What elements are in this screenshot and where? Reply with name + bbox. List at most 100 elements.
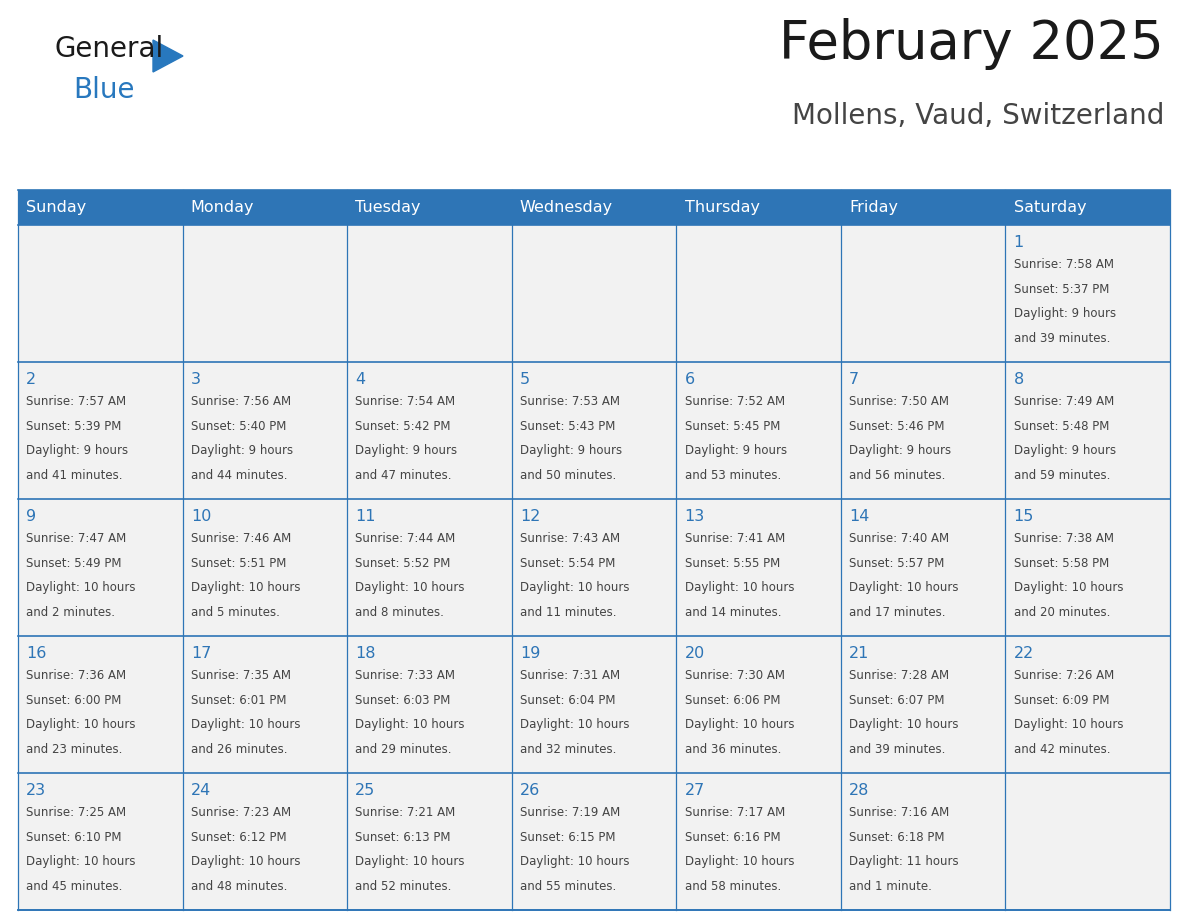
Text: and 50 minutes.: and 50 minutes. <box>520 469 617 482</box>
Text: Daylight: 10 hours: Daylight: 10 hours <box>849 581 959 594</box>
Text: Sunset: 5:40 PM: Sunset: 5:40 PM <box>191 420 286 432</box>
Text: 4: 4 <box>355 372 366 386</box>
Text: Sunrise: 7:31 AM: Sunrise: 7:31 AM <box>520 669 620 682</box>
Text: Sunset: 5:49 PM: Sunset: 5:49 PM <box>26 556 121 569</box>
Text: 14: 14 <box>849 509 870 523</box>
Text: Daylight: 10 hours: Daylight: 10 hours <box>520 581 630 594</box>
Text: Sunset: 5:46 PM: Sunset: 5:46 PM <box>849 420 944 432</box>
Text: and 1 minute.: and 1 minute. <box>849 879 931 893</box>
Text: 1: 1 <box>1013 235 1024 250</box>
Text: Sunrise: 7:28 AM: Sunrise: 7:28 AM <box>849 669 949 682</box>
Text: Sunrise: 7:53 AM: Sunrise: 7:53 AM <box>520 395 620 408</box>
Text: and 26 minutes.: and 26 minutes. <box>191 743 287 756</box>
Text: February 2025: February 2025 <box>779 17 1164 70</box>
Text: Daylight: 9 hours: Daylight: 9 hours <box>520 444 623 457</box>
Text: Sunset: 6:09 PM: Sunset: 6:09 PM <box>1013 693 1110 707</box>
Text: Sunset: 6:16 PM: Sunset: 6:16 PM <box>684 831 781 844</box>
Text: Daylight: 10 hours: Daylight: 10 hours <box>26 718 135 732</box>
Text: 11: 11 <box>355 509 375 523</box>
Text: 2: 2 <box>26 372 37 386</box>
Text: Daylight: 10 hours: Daylight: 10 hours <box>355 718 465 732</box>
Text: Sunrise: 7:46 AM: Sunrise: 7:46 AM <box>191 532 291 545</box>
Text: Mollens, Vaud, Switzerland: Mollens, Vaud, Switzerland <box>792 103 1164 130</box>
Text: Daylight: 9 hours: Daylight: 9 hours <box>191 444 293 457</box>
Text: 27: 27 <box>684 782 704 798</box>
Text: Daylight: 10 hours: Daylight: 10 hours <box>355 856 465 868</box>
Text: Daylight: 10 hours: Daylight: 10 hours <box>684 856 794 868</box>
Text: Daylight: 10 hours: Daylight: 10 hours <box>26 581 135 594</box>
Text: 20: 20 <box>684 645 704 661</box>
Text: Sunset: 6:18 PM: Sunset: 6:18 PM <box>849 831 944 844</box>
Text: 9: 9 <box>26 509 37 523</box>
Text: Sunrise: 7:40 AM: Sunrise: 7:40 AM <box>849 532 949 545</box>
Text: 19: 19 <box>520 645 541 661</box>
Text: Daylight: 10 hours: Daylight: 10 hours <box>191 718 301 732</box>
Text: and 44 minutes.: and 44 minutes. <box>191 469 287 482</box>
Text: Sunrise: 7:56 AM: Sunrise: 7:56 AM <box>191 395 291 408</box>
Text: Sunset: 6:10 PM: Sunset: 6:10 PM <box>26 831 121 844</box>
Text: General: General <box>55 35 164 63</box>
Text: Sunset: 5:54 PM: Sunset: 5:54 PM <box>520 556 615 569</box>
Text: and 39 minutes.: and 39 minutes. <box>1013 332 1110 345</box>
Text: Sunset: 5:42 PM: Sunset: 5:42 PM <box>355 420 451 432</box>
Text: Daylight: 10 hours: Daylight: 10 hours <box>1013 581 1123 594</box>
Text: Monday: Monday <box>191 200 254 215</box>
Text: Sunset: 6:00 PM: Sunset: 6:00 PM <box>26 693 121 707</box>
Text: Sunset: 6:06 PM: Sunset: 6:06 PM <box>684 693 781 707</box>
Text: Sunrise: 7:49 AM: Sunrise: 7:49 AM <box>1013 395 1114 408</box>
Text: and 55 minutes.: and 55 minutes. <box>520 879 617 893</box>
Text: Sunset: 6:04 PM: Sunset: 6:04 PM <box>520 693 615 707</box>
Text: Daylight: 10 hours: Daylight: 10 hours <box>1013 718 1123 732</box>
Text: 10: 10 <box>191 509 211 523</box>
Text: and 36 minutes.: and 36 minutes. <box>684 743 781 756</box>
Text: Sunset: 6:15 PM: Sunset: 6:15 PM <box>520 831 615 844</box>
Text: and 8 minutes.: and 8 minutes. <box>355 606 444 619</box>
Text: Sunset: 5:37 PM: Sunset: 5:37 PM <box>1013 283 1110 296</box>
Text: and 52 minutes.: and 52 minutes. <box>355 879 451 893</box>
Text: Sunrise: 7:36 AM: Sunrise: 7:36 AM <box>26 669 126 682</box>
Text: 12: 12 <box>520 509 541 523</box>
Text: Sunset: 5:55 PM: Sunset: 5:55 PM <box>684 556 779 569</box>
Text: Sunset: 6:12 PM: Sunset: 6:12 PM <box>191 831 286 844</box>
Text: Daylight: 10 hours: Daylight: 10 hours <box>849 718 959 732</box>
Text: Daylight: 10 hours: Daylight: 10 hours <box>26 856 135 868</box>
Text: Daylight: 9 hours: Daylight: 9 hours <box>26 444 128 457</box>
Text: Sunrise: 7:21 AM: Sunrise: 7:21 AM <box>355 806 456 819</box>
Text: Sunset: 5:58 PM: Sunset: 5:58 PM <box>1013 556 1108 569</box>
Text: 23: 23 <box>26 782 46 798</box>
Text: Sunrise: 7:38 AM: Sunrise: 7:38 AM <box>1013 532 1113 545</box>
Text: Daylight: 9 hours: Daylight: 9 hours <box>684 444 786 457</box>
Text: Sunrise: 7:43 AM: Sunrise: 7:43 AM <box>520 532 620 545</box>
Text: 25: 25 <box>355 782 375 798</box>
Text: Sunrise: 7:25 AM: Sunrise: 7:25 AM <box>26 806 126 819</box>
Text: and 41 minutes.: and 41 minutes. <box>26 469 122 482</box>
Text: and 42 minutes.: and 42 minutes. <box>1013 743 1110 756</box>
Text: Sunset: 6:01 PM: Sunset: 6:01 PM <box>191 693 286 707</box>
Text: and 11 minutes.: and 11 minutes. <box>520 606 617 619</box>
Text: Daylight: 10 hours: Daylight: 10 hours <box>684 718 794 732</box>
Text: Blue: Blue <box>72 76 134 104</box>
Text: Daylight: 10 hours: Daylight: 10 hours <box>355 581 465 594</box>
Text: and 47 minutes.: and 47 minutes. <box>355 469 451 482</box>
Text: 28: 28 <box>849 782 870 798</box>
Text: Daylight: 10 hours: Daylight: 10 hours <box>684 581 794 594</box>
Text: Sunrise: 7:47 AM: Sunrise: 7:47 AM <box>26 532 126 545</box>
Text: Sunset: 5:39 PM: Sunset: 5:39 PM <box>26 420 121 432</box>
Text: and 58 minutes.: and 58 minutes. <box>684 879 781 893</box>
Text: Sunset: 5:48 PM: Sunset: 5:48 PM <box>1013 420 1110 432</box>
Text: Sunrise: 7:44 AM: Sunrise: 7:44 AM <box>355 532 456 545</box>
Text: and 2 minutes.: and 2 minutes. <box>26 606 115 619</box>
Text: Daylight: 10 hours: Daylight: 10 hours <box>520 718 630 732</box>
Text: Daylight: 9 hours: Daylight: 9 hours <box>1013 444 1116 457</box>
Text: and 59 minutes.: and 59 minutes. <box>1013 469 1110 482</box>
Text: Sunrise: 7:17 AM: Sunrise: 7:17 AM <box>684 806 785 819</box>
Text: 3: 3 <box>191 372 201 386</box>
Text: Saturday: Saturday <box>1013 200 1086 215</box>
Text: and 45 minutes.: and 45 minutes. <box>26 879 122 893</box>
Text: 16: 16 <box>26 645 46 661</box>
Text: Sunrise: 7:41 AM: Sunrise: 7:41 AM <box>684 532 785 545</box>
Text: and 17 minutes.: and 17 minutes. <box>849 606 946 619</box>
Text: 26: 26 <box>520 782 541 798</box>
Text: Friday: Friday <box>849 200 898 215</box>
Text: Sunrise: 7:19 AM: Sunrise: 7:19 AM <box>520 806 620 819</box>
